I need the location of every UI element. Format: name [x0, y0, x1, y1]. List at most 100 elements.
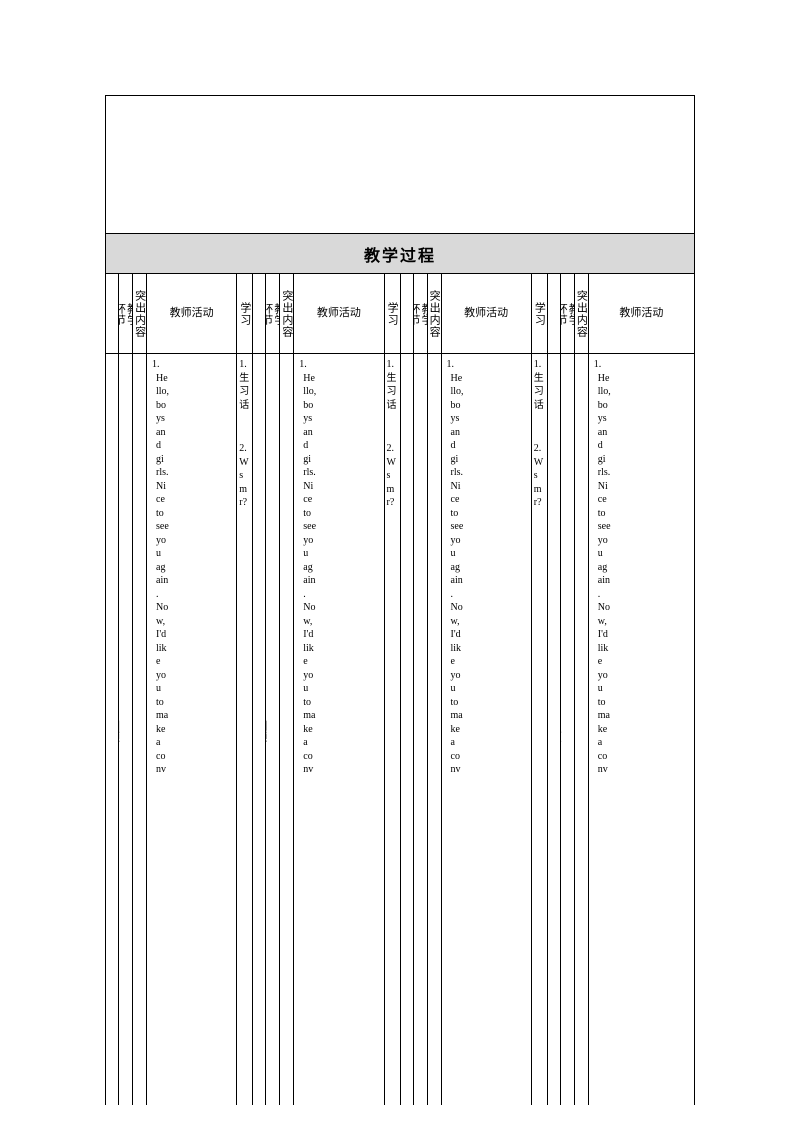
student-activity-cell: 1.生习话2.Wsmr?: [385, 354, 400, 1105]
teacher-text-line: yo: [592, 669, 691, 683]
teacher-text-line: ke: [592, 723, 691, 737]
teacher-text-line: I'd: [445, 628, 528, 642]
student-text-line: W: [239, 456, 250, 470]
teacher-text-line: a: [150, 736, 233, 750]
student-text-line: r?: [387, 496, 398, 510]
teacher-text-line: He: [445, 372, 528, 386]
student-activity-text: 1.生习话2.Wsmr?: [238, 358, 251, 510]
student-text-line: r?: [239, 496, 250, 510]
teacher-text-line: d: [297, 439, 380, 453]
teacher-text-line: to: [592, 696, 691, 710]
col-highlight-label: 突出内容: [280, 290, 294, 338]
teacher-text-line: ain: [592, 574, 691, 588]
document-frame: 教学过程 教学 环节突出内容教师活动学习复习 回顾1.Hello,boysand…: [105, 95, 695, 1105]
col-stage-label: 教学 环节: [119, 303, 133, 325]
col-teacher-label: 教师活动: [317, 306, 361, 320]
teacher-text-line: bo: [592, 399, 691, 413]
section-title: 教学过程: [364, 242, 436, 266]
highlight-cell: [280, 354, 294, 1105]
student-text-line: 话: [387, 399, 398, 413]
teacher-text-line: ma: [445, 709, 528, 723]
teacher-text-line: ys: [445, 412, 528, 426]
teacher-text-line: u: [150, 547, 233, 561]
teacher-text-line: lik: [150, 642, 233, 656]
table-header-row: 教学 环节突出内容 教师活动: [548, 274, 694, 354]
teacher-text-line: e: [150, 655, 233, 669]
col-highlight-header: 突出内容: [133, 274, 147, 353]
student-item-number: 2.: [239, 442, 250, 456]
teacher-text-line: No: [150, 601, 233, 615]
student-activity-cell: 1.生习话2.Wsmr?: [532, 354, 547, 1105]
col-stage-label: 教学 环节: [561, 303, 575, 325]
teacher-text-line: rls.: [297, 466, 380, 480]
teacher-text-line: llo,: [445, 385, 528, 399]
col-highlight-header: 突出内容: [575, 274, 589, 353]
teacher-text-line: ke: [445, 723, 528, 737]
teacher-text-line: yo: [297, 669, 380, 683]
gap-cell: [401, 274, 414, 353]
teacher-text-line: see: [445, 520, 528, 534]
student-text-line: 习: [387, 385, 398, 399]
teacher-text-line: ma: [297, 709, 380, 723]
student-text-line: m: [239, 483, 250, 497]
spacer: [387, 412, 398, 442]
document-page: 教学过程 教学 环节突出内容教师活动学习复习 回顾1.Hello,boysand…: [0, 0, 800, 1132]
teacher-text-line: nv: [445, 763, 528, 777]
teacher-text-line: co: [592, 750, 691, 764]
teacher-text-line: e: [445, 655, 528, 669]
teacher-text-line: u: [592, 547, 691, 561]
teacher-text-line: bo: [445, 399, 528, 413]
teacher-text-line: u: [592, 682, 691, 696]
gap-cell: [548, 354, 561, 1105]
col-stage-header: 教学 环节: [266, 274, 280, 353]
teacher-text-line: ma: [592, 709, 691, 723]
col-student-label: 学习: [238, 302, 252, 326]
teacher-text-line: e: [297, 655, 380, 669]
teacher-text-line: u: [445, 547, 528, 561]
col-teacher-header: 教师活动: [147, 274, 237, 353]
lesson-block: 教学 环节突出内容教师活动复习 回顾1.Hello,boysandgirls.N…: [548, 274, 694, 1105]
teacher-text-line: to: [445, 696, 528, 710]
table-header-row: 教学 环节突出内容教师活动学习: [106, 274, 252, 354]
teacher-text-line: bo: [297, 399, 380, 413]
teacher-text-line: nv: [150, 763, 233, 777]
teacher-text-line: see: [150, 520, 233, 534]
student-text-line: s: [534, 469, 545, 483]
gap-cell: [253, 274, 266, 353]
teacher-activity-cell: 1.Hello,boysandgirls.Nicetoseeyouagain.N…: [294, 354, 384, 1105]
student-text-line: 生: [534, 372, 545, 386]
lesson-block: 教学 环节突出内容教师活动学习复习 回顾1.Hello,boysandgirls…: [253, 274, 400, 1105]
teacher-text-line: He: [592, 372, 691, 386]
col-teacher-label: 教师活动: [619, 306, 663, 320]
teacher-text-line: Ni: [592, 480, 691, 494]
teacher-text-line: ain: [445, 574, 528, 588]
highlight-cell: [133, 354, 147, 1105]
teacher-text-line: He: [150, 372, 233, 386]
teacher-item-number: 1.: [445, 358, 528, 372]
student-item-number: 1.: [239, 358, 250, 372]
teacher-activity-text: 1.Hello,boysandgirls.Nicetoseeyouagain.N…: [148, 358, 235, 777]
teacher-text-line: nv: [592, 763, 691, 777]
student-text-line: m: [534, 483, 545, 497]
student-item-number: 1.: [534, 358, 545, 372]
table-area: 教学 环节突出内容教师活动学习复习 回顾1.Hello,boysandgirls…: [106, 274, 694, 1105]
section-header-band: 教学过程: [106, 234, 694, 274]
col-teacher-label: 教师活动: [464, 306, 508, 320]
gap-cell: [106, 354, 119, 1105]
teacher-item-number: 1.: [150, 358, 233, 372]
teacher-text-line: yo: [150, 534, 233, 548]
teacher-text-line: ys: [592, 412, 691, 426]
teacher-text-line: bo: [150, 399, 233, 413]
student-activity-cell: 1.生习话2.Wsmr?: [237, 354, 252, 1105]
teacher-text-line: No: [592, 601, 691, 615]
highlight-cell: [428, 354, 442, 1105]
student-item-number: 1.: [387, 358, 398, 372]
stage-cell: 复习 回顾: [414, 354, 428, 1105]
teacher-text-line: see: [297, 520, 380, 534]
teacher-text-line: d: [592, 439, 691, 453]
teacher-text-line: a: [592, 736, 691, 750]
teacher-text-line: w,: [445, 615, 528, 629]
gap-cell: [401, 354, 414, 1105]
student-text-line: s: [387, 469, 398, 483]
teacher-text-line: w,: [592, 615, 691, 629]
